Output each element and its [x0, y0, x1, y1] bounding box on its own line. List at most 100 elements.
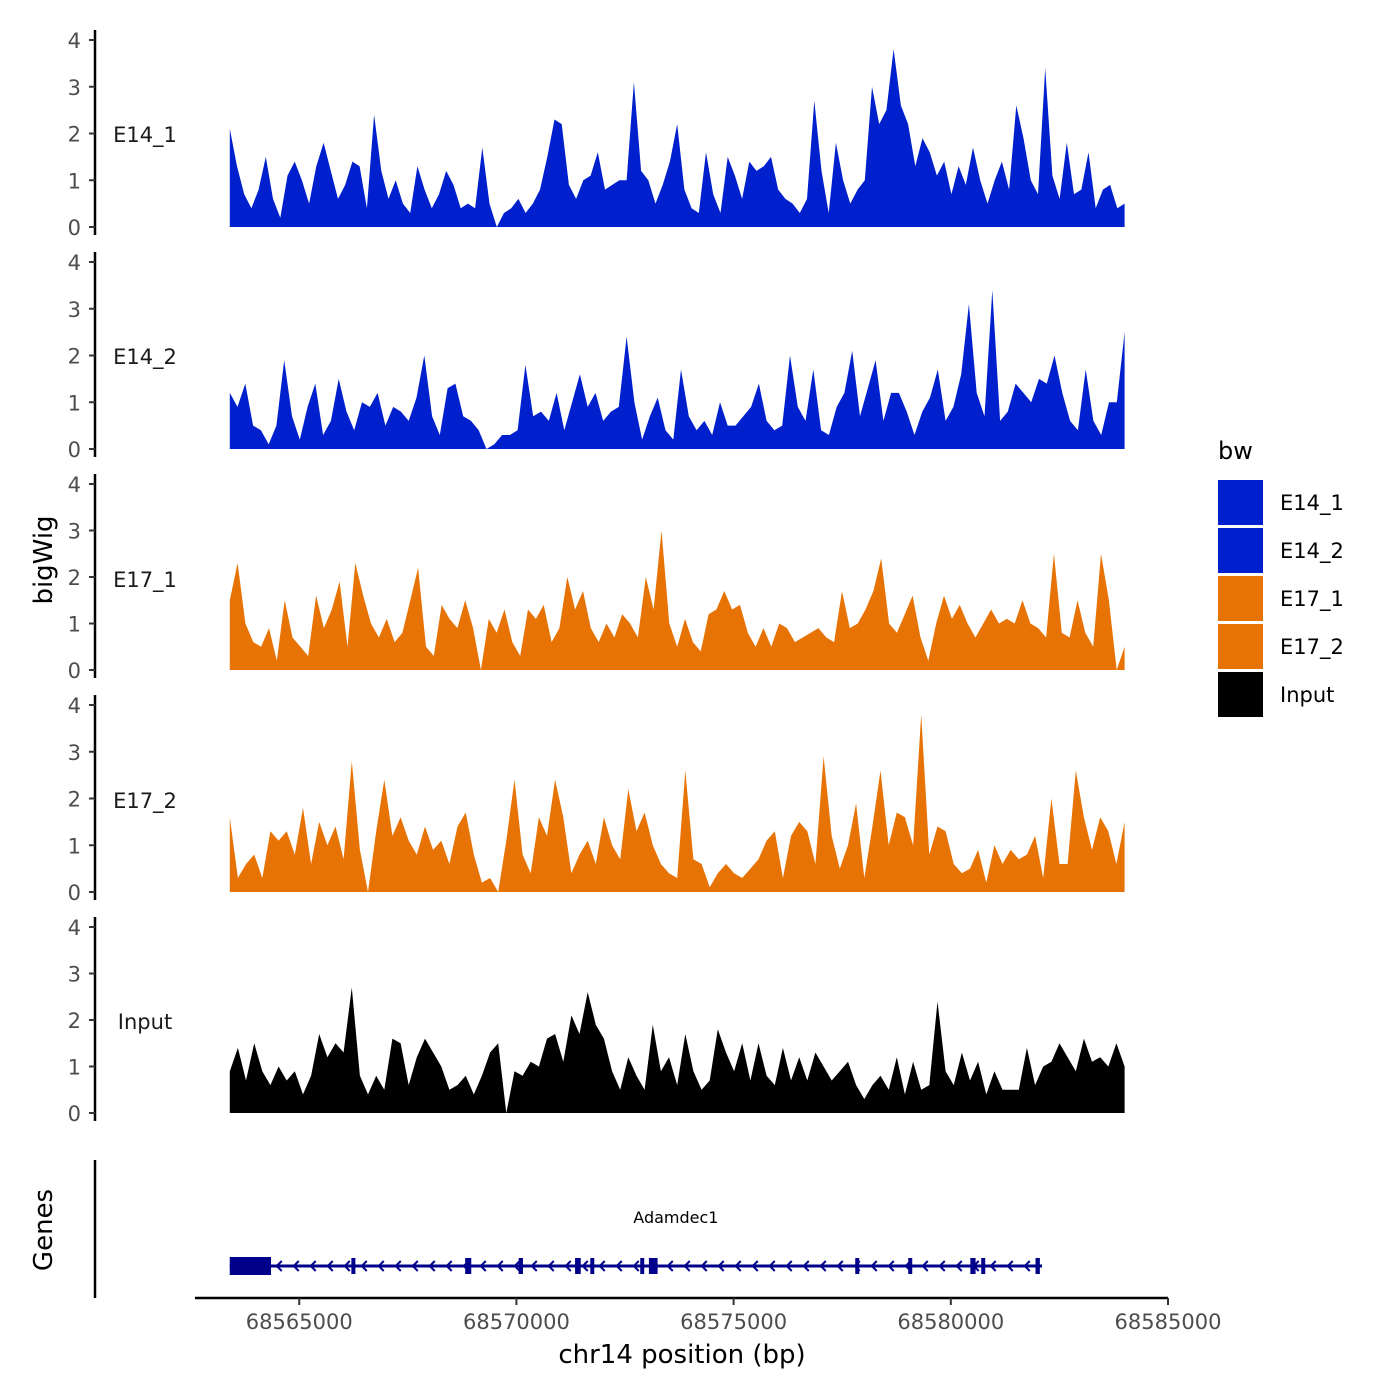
strand-arrow	[785, 1260, 793, 1272]
gene-exon	[855, 1258, 860, 1274]
track-label: E14_2	[113, 345, 177, 370]
strand-arrow	[887, 1260, 895, 1272]
y-tick-label: 4	[68, 694, 81, 718]
legend-label: E17_2	[1280, 635, 1344, 660]
y-tick-label: 2	[68, 788, 81, 812]
signal-area-e17-1	[229, 530, 1125, 670]
strand-arrow	[564, 1260, 572, 1272]
strand-arrow	[717, 1260, 725, 1272]
gene-exon	[648, 1258, 658, 1274]
y-tick-label: 2	[68, 345, 81, 369]
legend-label: E17_1	[1280, 587, 1344, 612]
track-e17-1: 0 1 2 3 4 E17_1	[68, 473, 1125, 683]
legend-item: E14_2	[1218, 528, 1344, 573]
signal-area-e17-2	[229, 714, 1125, 892]
x-axis-title: chr14 position (bp)	[558, 1340, 805, 1370]
strand-arrow	[292, 1260, 300, 1272]
strand-arrow	[751, 1260, 759, 1272]
y-tick-label: 1	[68, 1056, 81, 1080]
legend-swatch	[1218, 672, 1263, 717]
strand-arrow	[530, 1260, 538, 1272]
gene-exon	[351, 1258, 356, 1274]
y-tick-label: 4	[68, 251, 81, 275]
y-tick-label: 3	[68, 963, 81, 987]
gene-exon	[465, 1258, 472, 1274]
strand-arrow	[547, 1260, 555, 1272]
strand-arrow	[513, 1260, 521, 1272]
strand-arrow	[955, 1260, 963, 1272]
track-e14-2: 0 1 2 3 4 E14_2	[68, 251, 1125, 462]
strand-arrow	[496, 1260, 504, 1272]
y-tick-label: 3	[68, 741, 81, 765]
legend-item: E17_1	[1218, 576, 1344, 621]
gene-exon	[908, 1258, 913, 1274]
legend-item: E17_2	[1218, 624, 1344, 669]
legend-swatch	[1218, 528, 1263, 573]
track-input: 0 1 2 3 4 Input	[68, 916, 1125, 1126]
legend: bw E14_1 E14_2 E17_1 E17_2 Input	[1218, 437, 1344, 717]
strand-arrow	[598, 1260, 606, 1272]
signal-area-input	[229, 987, 1125, 1113]
strand-arrow	[1023, 1260, 1031, 1272]
y-tick-label: 3	[68, 76, 81, 100]
y-tick-label: 4	[68, 916, 81, 940]
signal-area-e14-2	[229, 290, 1125, 449]
gene-exon	[229, 1257, 272, 1275]
y-tick-label: 3	[68, 298, 81, 322]
y-tick-label: 4	[68, 29, 81, 53]
x-axis: 68565000 68570000 68575000 68580000 68585000	[195, 1296, 1222, 1334]
strand-arrow	[802, 1260, 810, 1272]
y-tick-label: 0	[68, 881, 81, 905]
x-tick-label: 68585000	[1115, 1310, 1222, 1334]
signal-tracks: 0 1 2 3 4 E14_1 0 1 2 3 4 E14_2 0 1 2 3 4 E17_1 0 1 2 3 4 E17_2…	[68, 29, 1125, 1126]
legend-title: bw	[1218, 437, 1253, 465]
strand-arrow	[683, 1260, 691, 1272]
strand-arrow	[615, 1260, 623, 1272]
strand-arrow	[666, 1260, 674, 1272]
legend-label: E14_2	[1280, 539, 1344, 564]
legend-label: E14_1	[1280, 491, 1344, 516]
track-label: E17_2	[113, 789, 177, 814]
strand-arrow	[921, 1260, 929, 1272]
gene-exon	[575, 1258, 581, 1274]
y-tick-label: 2	[68, 1009, 81, 1033]
legend-item: Input	[1218, 672, 1334, 717]
y-tick-label: 1	[68, 391, 81, 415]
x-tick-label: 68575000	[680, 1310, 787, 1334]
legend-item: E14_1	[1218, 480, 1344, 525]
strand-arrow	[938, 1260, 946, 1272]
strand-arrow	[836, 1260, 844, 1272]
y-tick-label: 0	[68, 216, 81, 240]
strand-arrow	[360, 1260, 368, 1272]
strand-arrow	[632, 1260, 640, 1272]
x-tick-label: 68570000	[463, 1310, 570, 1334]
y-tick-label: 1	[68, 834, 81, 858]
y-tick-label: 1	[68, 169, 81, 193]
y-tick-label: 2	[68, 123, 81, 147]
strand-arrow	[394, 1260, 402, 1272]
y-tick-label: 4	[68, 473, 81, 497]
track-label: E17_1	[113, 568, 177, 593]
strand-arrow	[700, 1260, 708, 1272]
strand-arrow	[581, 1260, 589, 1272]
genes-panel: Adamdec1	[93, 1160, 1043, 1298]
y-tick-label: 3	[68, 520, 81, 544]
y-axis-title: bigWig	[29, 515, 59, 604]
x-tick-label: 68565000	[246, 1310, 353, 1334]
track-e14-1: 0 1 2 3 4 E14_1	[68, 29, 1125, 240]
legend-swatch	[1218, 576, 1263, 621]
track-label: E14_1	[113, 123, 177, 148]
gene-exon	[518, 1258, 523, 1274]
strand-arrow	[326, 1260, 334, 1272]
y-tick-label: 2	[68, 566, 81, 590]
strand-arrow	[275, 1260, 283, 1272]
strand-arrow	[428, 1260, 436, 1272]
gene-exon	[590, 1258, 595, 1274]
y-tick-label: 0	[68, 1102, 81, 1126]
strand-arrow	[479, 1260, 487, 1272]
y-tick-label: 0	[68, 438, 81, 462]
signal-area-e14-1	[229, 49, 1125, 227]
strand-arrow	[768, 1260, 776, 1272]
legend-swatch	[1218, 624, 1263, 669]
